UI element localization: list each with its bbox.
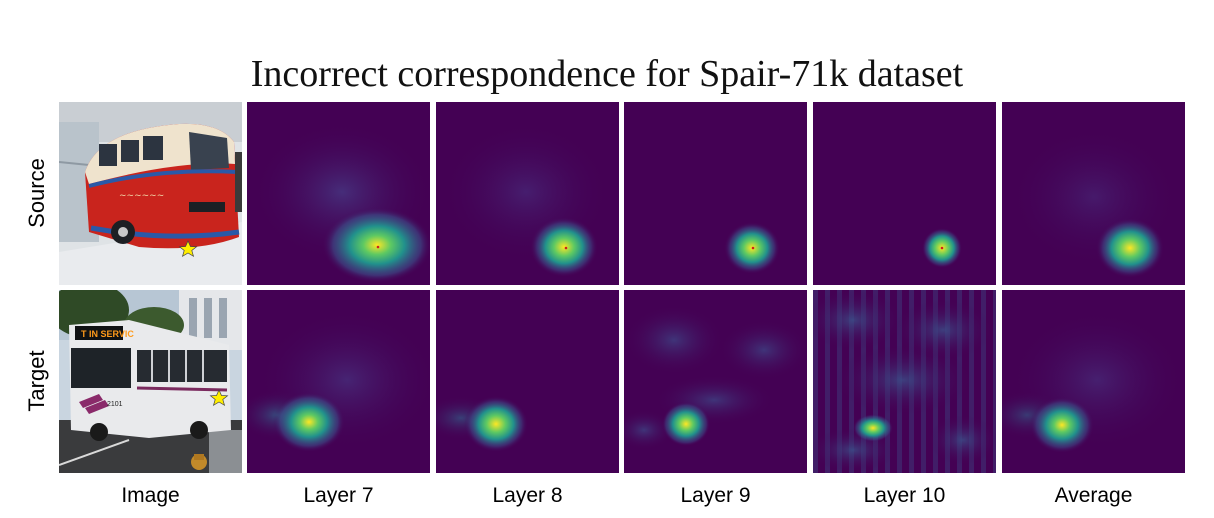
col-label-layer8: Layer 8 (492, 484, 563, 507)
target-heatmap-layer10 (813, 290, 996, 473)
target-heatmap-average (1002, 290, 1185, 473)
col-label-layer9: Layer 9 (680, 484, 751, 507)
target-heatmap-layer9 (624, 290, 807, 473)
source-heatmap-layer8 (436, 102, 619, 285)
svg-text:~~~~~~: ~~~~~~ (119, 191, 164, 201)
figure-title: Incorrect correspondence for Spair-71k d… (250, 53, 964, 95)
target-bus-number: 2101 (107, 401, 123, 408)
target-keypoint-star (209, 389, 229, 407)
target-image: T IN SERVIC 2101 (59, 290, 242, 473)
target-heatmap-layer8 (436, 290, 619, 473)
col-label-average: Average (1054, 484, 1133, 507)
col-label-layer10: Layer 10 (863, 484, 946, 507)
source-heatmap-layer7 (247, 102, 430, 285)
source-image: ~~~~~~ (59, 102, 242, 285)
target-bus-sign: T IN SERVIC (81, 329, 134, 339)
row-label-target: Target (24, 350, 49, 412)
source-heatmap-average (1002, 102, 1185, 285)
source-heatmap-layer9 (624, 102, 807, 285)
row-label-source: Source (24, 158, 49, 228)
target-heatmap-layer7 (247, 290, 430, 473)
col-label-image: Image (121, 484, 180, 507)
source-keypoint-star (178, 240, 198, 258)
col-label-layer7: Layer 7 (303, 484, 374, 507)
source-heatmap-layer10 (813, 102, 996, 285)
